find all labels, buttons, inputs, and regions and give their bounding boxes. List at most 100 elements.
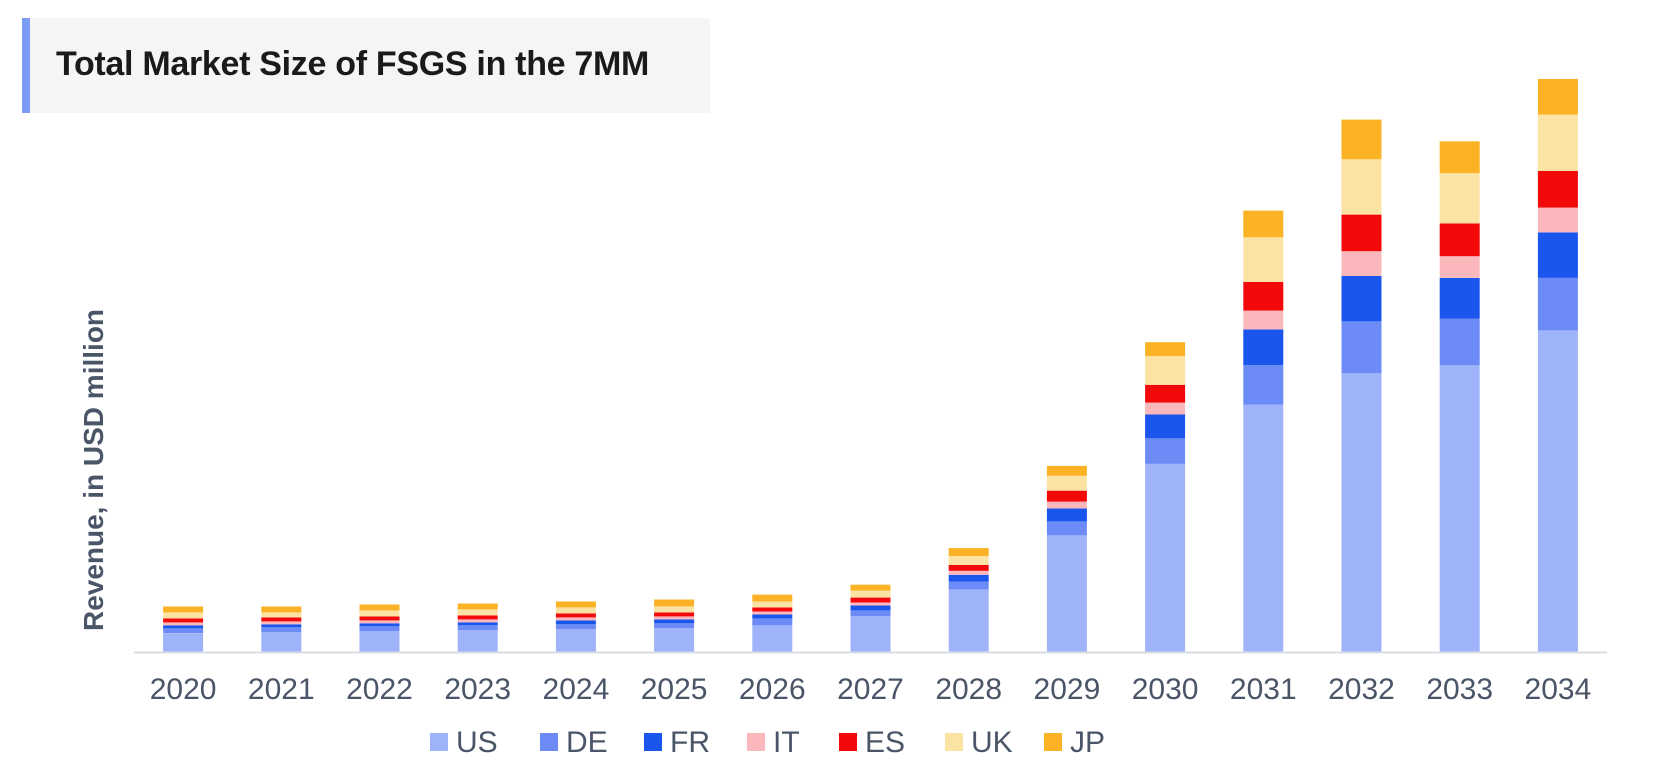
bar-segment-es-2024 (555, 613, 596, 618)
bar-segment-us-2021 (261, 632, 302, 652)
bar-segment-fr-2026 (752, 614, 793, 619)
x-tick-label-2028: 2028 (935, 673, 1002, 706)
bar-segment-uk-2031 (1243, 237, 1284, 282)
legend-label-es: ES (865, 726, 905, 759)
legend-swatch-us (430, 733, 448, 751)
bar-segment-us-2027 (850, 616, 891, 652)
legend-label-it: IT (773, 726, 800, 759)
bar-segment-fr-2034 (1537, 232, 1578, 278)
bar-segment-jp-2023 (457, 603, 498, 610)
bar-segment-de-2031 (1243, 365, 1284, 405)
bar-segment-it-2031 (1243, 310, 1284, 330)
legend-label-fr: FR (670, 726, 710, 759)
bar-segment-fr-2024 (555, 620, 596, 625)
x-tick-label-2030: 2030 (1132, 673, 1199, 706)
bar-segment-de-2026 (752, 618, 793, 626)
bar-segment-fr-2032 (1341, 275, 1382, 322)
bar-segment-uk-2028 (948, 556, 989, 565)
bar-segment-uk-2023 (457, 609, 498, 616)
bar-segment-jp-2031 (1243, 210, 1284, 238)
bar-segment-uk-2032 (1341, 159, 1382, 215)
bar-segment-jp-2025 (654, 599, 695, 607)
bar-segment-es-2022 (359, 616, 400, 621)
bar-segment-us-2026 (752, 625, 793, 652)
legend: US DE FR IT ES UK JP (430, 726, 1105, 759)
x-tick-label-2033: 2033 (1426, 673, 1493, 706)
x-tick-labels: 2020 2021 2022 2023 2024 2025 2026 2027 2028 2029… (150, 673, 1592, 706)
bar-segment-it-2022 (359, 620, 400, 624)
bar-segment-uk-2026 (752, 601, 793, 608)
legend-swatch-uk (945, 733, 963, 751)
bar-segment-de-2024 (555, 624, 596, 630)
bar-segment-uk-2033 (1439, 173, 1480, 224)
bar-segment-uk-2034 (1537, 114, 1578, 171)
x-tick-label-2029: 2029 (1034, 673, 1101, 706)
bar-segment-it-2034 (1537, 207, 1578, 233)
bar-segment-us-2030 (1145, 464, 1186, 652)
legend-item-us: US (430, 726, 498, 759)
bar-segment-us-2024 (555, 629, 596, 652)
x-tick-label-2025: 2025 (641, 673, 708, 706)
bar-segment-jp-2027 (850, 584, 891, 591)
bar-segment-de-2030 (1145, 438, 1186, 464)
legend-item-fr: FR (644, 726, 710, 759)
legend-swatch-de (540, 733, 558, 751)
bar-segment-jp-2026 (752, 594, 793, 602)
bar-segment-us-2031 (1243, 404, 1284, 652)
bar-segment-de-2029 (1046, 521, 1087, 536)
bar-segment-es-2021 (261, 617, 302, 622)
bar-segment-jp-2032 (1341, 119, 1382, 160)
chart-title: Total Market Size of FSGS in the 7MM (56, 45, 650, 83)
legend-swatch-es (839, 733, 857, 751)
legend-label-de: DE (566, 726, 608, 759)
bar-segment-es-2027 (850, 597, 891, 603)
bar-segment-es-2026 (752, 607, 793, 612)
bar-segment-fr-2030 (1145, 414, 1186, 439)
bar-segment-es-2031 (1243, 281, 1284, 311)
x-tick-label-2031: 2031 (1230, 673, 1297, 706)
bar-segment-de-2022 (359, 626, 400, 632)
bar-segment-us-2032 (1341, 372, 1382, 652)
bar-segment-jp-2034 (1537, 79, 1578, 115)
bar-segment-de-2023 (457, 625, 498, 631)
bar-segment-de-2033 (1439, 318, 1480, 365)
bar-segment-jp-2024 (555, 601, 596, 608)
legend-label-uk: UK (971, 726, 1013, 759)
title-box: Total Market Size of FSGS in the 7MM (22, 18, 710, 113)
x-tick-label-2021: 2021 (248, 673, 315, 706)
bar-segment-us-2023 (457, 630, 498, 652)
bar-segment-it-2029 (1046, 501, 1087, 509)
bar-segment-fr-2025 (654, 619, 695, 624)
bar-segment-jp-2020 (163, 606, 204, 613)
bar-segment-fr-2021 (261, 624, 302, 628)
bar-segment-fr-2029 (1046, 508, 1087, 522)
bar-segment-de-2025 (654, 623, 695, 629)
bar-segment-it-2020 (163, 622, 204, 626)
bar-segment-us-2022 (359, 631, 400, 652)
bar-segment-it-2026 (752, 611, 793, 615)
bar-segment-fr-2028 (948, 574, 989, 582)
bar-segment-uk-2029 (1046, 475, 1087, 491)
x-tick-label-2034: 2034 (1525, 673, 1592, 706)
bar-segment-it-2028 (948, 570, 989, 575)
bar-segment-es-2034 (1537, 171, 1578, 208)
legend-swatch-fr (644, 733, 662, 751)
bar-segment-us-2029 (1046, 535, 1087, 652)
x-tick-label-2032: 2032 (1328, 673, 1395, 706)
bar-segment-uk-2024 (555, 607, 596, 614)
bar-segment-de-2032 (1341, 321, 1382, 373)
bar-segment-jp-2021 (261, 606, 302, 613)
bar-segment-de-2021 (261, 627, 302, 633)
x-tick-label-2026: 2026 (739, 673, 806, 706)
bar-segment-de-2027 (850, 610, 891, 617)
bar-segment-es-2023 (457, 615, 498, 620)
x-tick-label-2027: 2027 (837, 673, 904, 706)
bar-segment-jp-2028 (948, 548, 989, 556)
bar-segment-it-2030 (1145, 402, 1186, 415)
bars-layer (163, 79, 1578, 652)
bar-segment-it-2021 (261, 621, 302, 625)
bar-segment-es-2033 (1439, 223, 1480, 257)
legend-item-es: ES (839, 726, 905, 759)
bar-segment-it-2033 (1439, 256, 1480, 278)
